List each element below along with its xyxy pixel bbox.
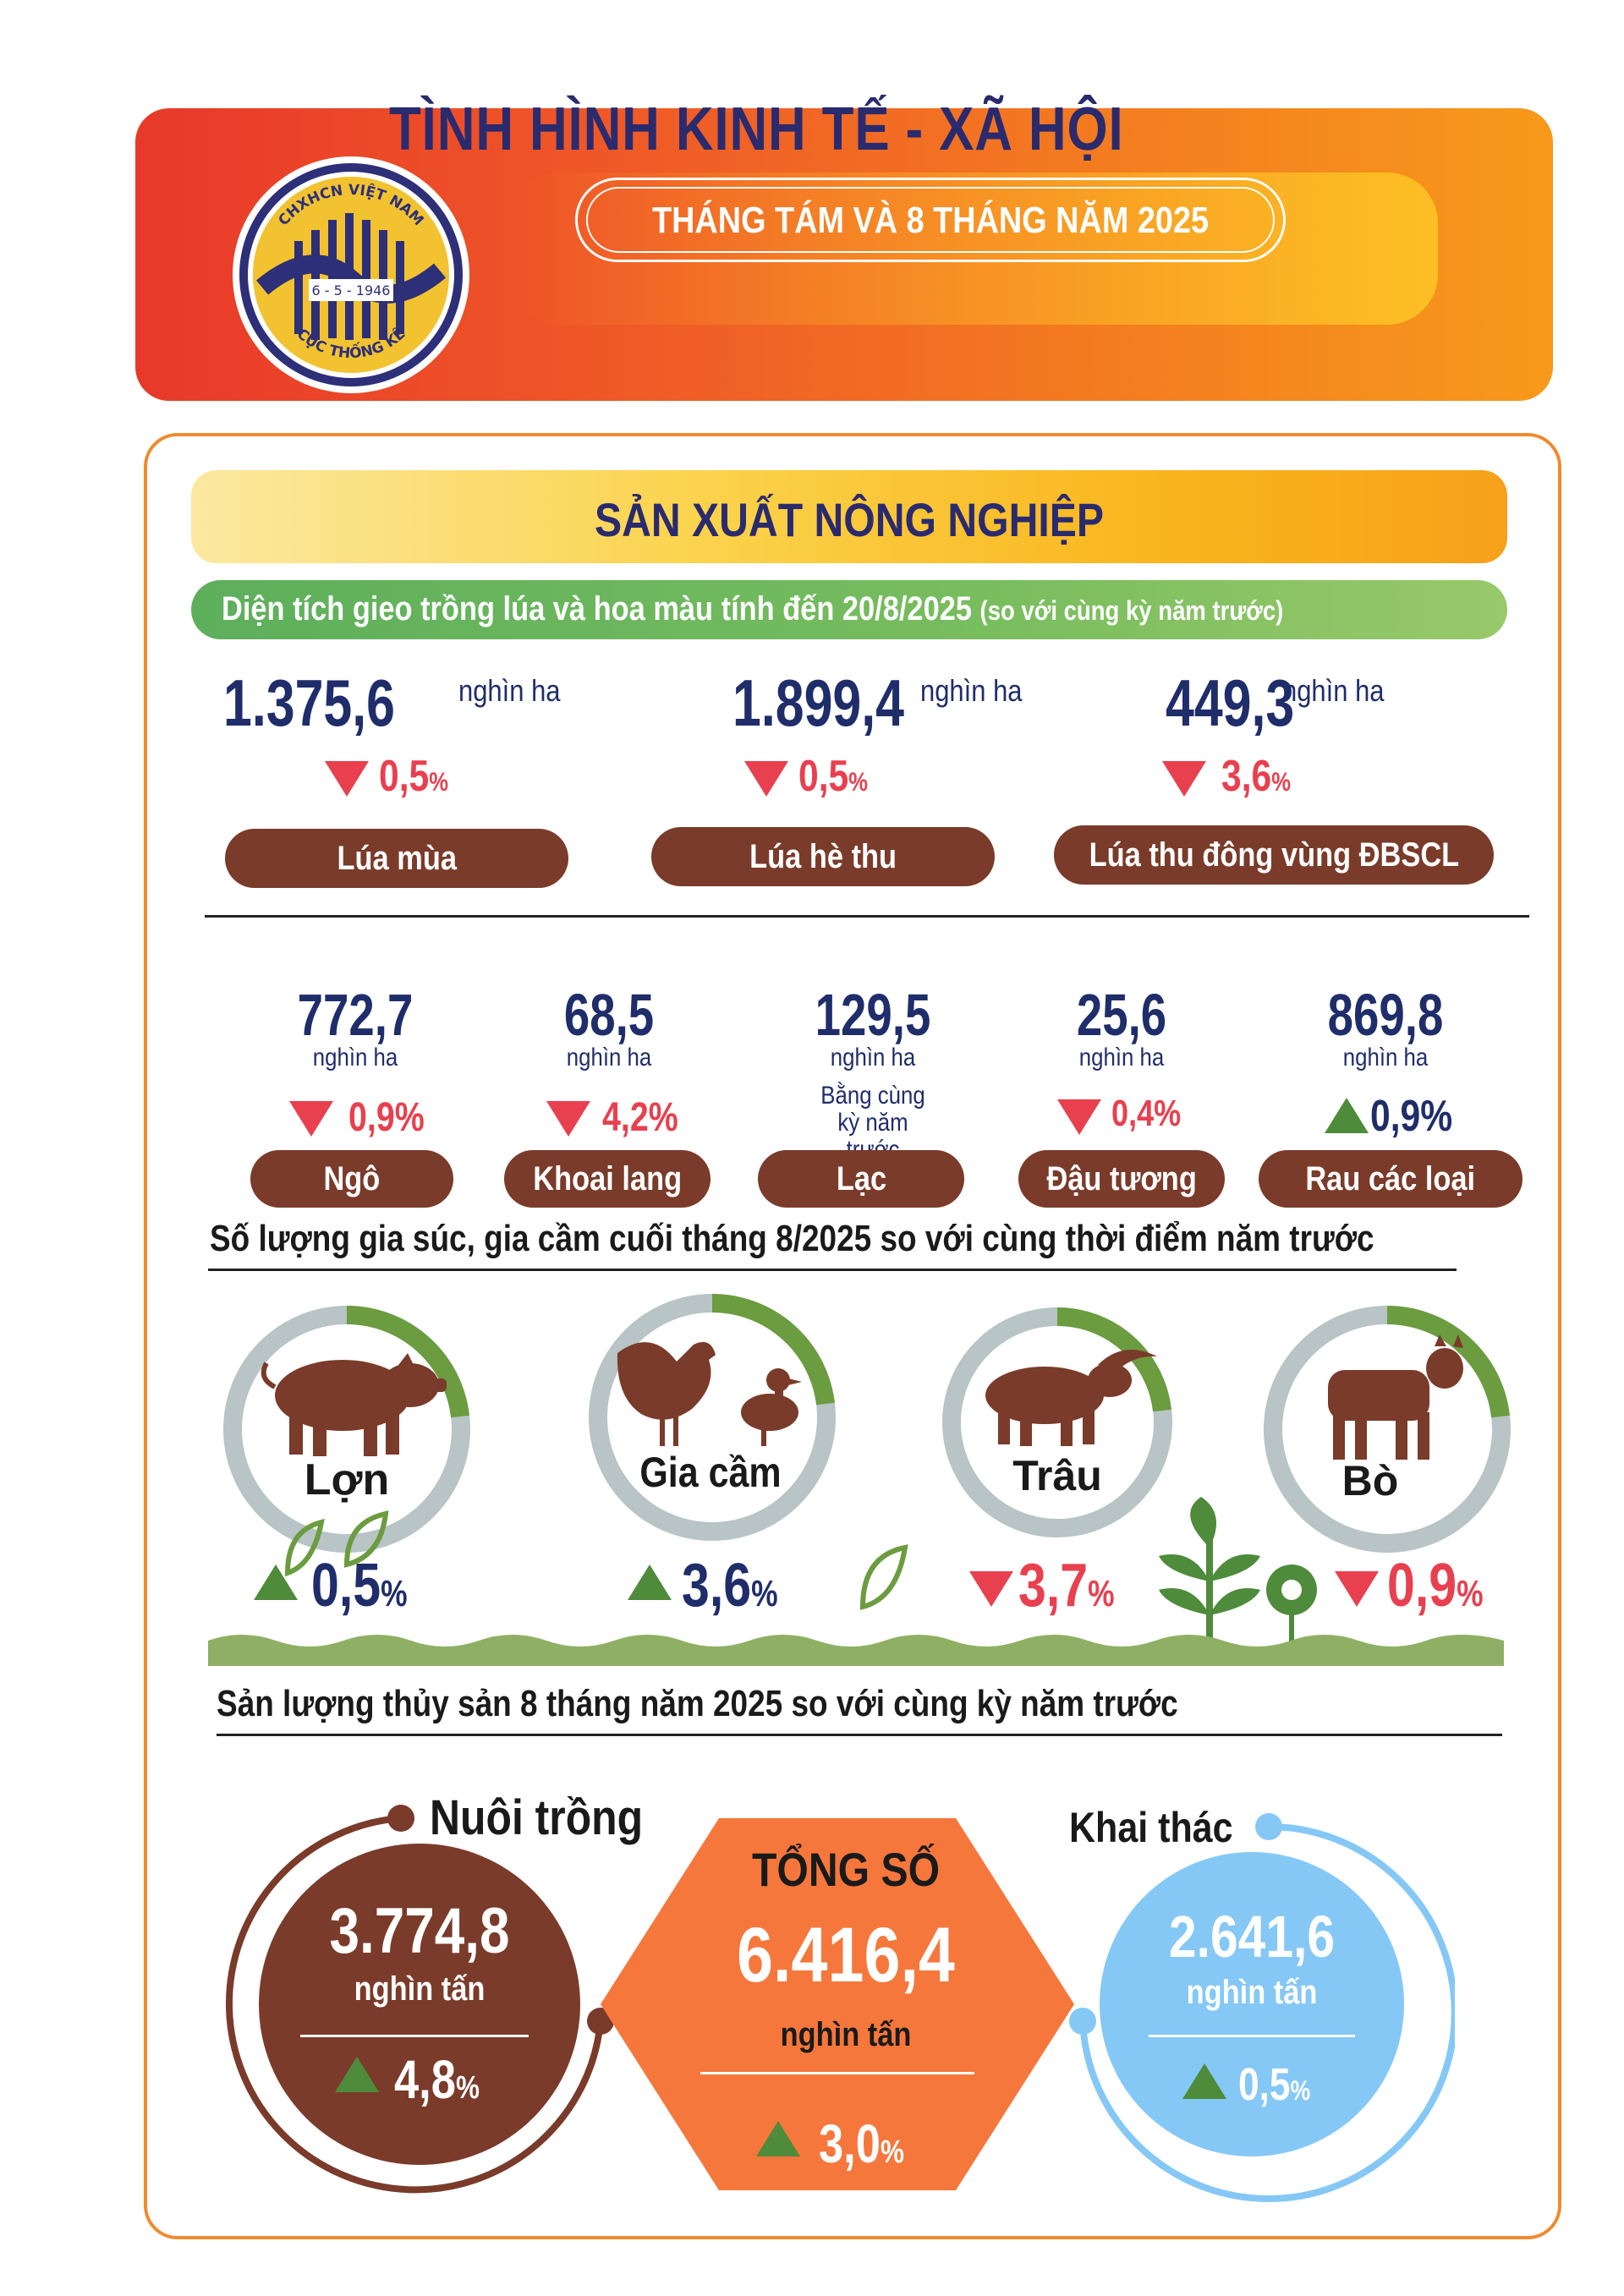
decrease-icon: [1057, 1099, 1101, 1135]
crop-item: 68,5 nghìn ha: [508, 981, 710, 1072]
total-change: 3,0%: [819, 2113, 904, 2174]
livestock-change: 3,6%: [682, 1552, 778, 1619]
subtitle-pill: [575, 178, 1286, 262]
grass-strip: [208, 1635, 1504, 1666]
aquaculture-change: 4,8%: [394, 2049, 480, 2110]
livestock-label: Gia cầm: [639, 1449, 782, 1496]
divider: [208, 1269, 1457, 1271]
crop-label-pill: Khoai lang: [504, 1150, 710, 1208]
crop-value: 129,5: [815, 982, 931, 1048]
livestock-label: Trâu: [1012, 1452, 1102, 1499]
crop-label-pill: Đậu tương: [1018, 1150, 1225, 1208]
crop-change: 0,4%: [1111, 1093, 1182, 1134]
cow-icon: [1328, 1334, 1463, 1460]
fishery-heading: Sản lượng thủy sản 8 tháng năm 2025 so v…: [217, 1683, 1178, 1724]
livestock-rings: [223, 1294, 1511, 1658]
crop-label-pill: Rau các loại: [1259, 1150, 1522, 1208]
increase-icon: [335, 2057, 379, 2092]
livestock-change: 3,7%: [1018, 1552, 1115, 1619]
rice-label-pill: Lúa hè thu: [651, 827, 995, 886]
page-title: TÌNH HÌNH KINH TẾ - XÃ HỘI: [389, 96, 1124, 163]
divider: [217, 1734, 1502, 1736]
flower-icon: [1266, 1564, 1317, 1658]
livestock-heading: Số lượng gia súc, gia cầm cuối tháng 8/2…: [210, 1218, 1374, 1259]
crop-label-pill: Lạc: [758, 1150, 964, 1208]
rice-label-pill: Lúa thu đông vùng ĐBSCL: [1054, 825, 1494, 885]
livestock-change: 0,9%: [1387, 1552, 1484, 1619]
increase-icon: [1182, 2063, 1226, 2099]
decrease-icon: [969, 1571, 1013, 1607]
gso-logo: 6 - 5 - 1946 CHXHCN VIỆT NAM CỤC THỐNG K…: [233, 156, 469, 393]
decrease-icon: [1335, 1571, 1379, 1607]
decrease-icon: [744, 761, 788, 797]
crop-item: 772,7 nghìn ha: [254, 981, 457, 1072]
crop-value: 869,8: [1327, 982, 1444, 1048]
crop-change: 0,9%: [348, 1095, 425, 1140]
crop-value: 772,7: [297, 982, 414, 1048]
decrease-icon: [289, 1101, 333, 1137]
total-value: 6.416,4: [737, 1912, 955, 1998]
crop-label-pill: Ngô: [250, 1150, 453, 1208]
rice-value: 1.375,6: [223, 666, 395, 740]
crop-heading: Diện tích gieo trồng lúa và hoa màu tính…: [222, 590, 1284, 627]
aquaculture-value: 3.774,8: [329, 1895, 510, 1967]
fishery-graphic: [226, 1805, 1455, 2202]
crop-heading-bar: [191, 580, 1507, 639]
capture-value: 2.641,6: [1168, 1904, 1336, 1970]
crop-value: 25,6: [1076, 982, 1167, 1048]
section-bar: [191, 470, 1507, 563]
rice-change: 0,5%: [379, 752, 449, 801]
livestock-label: Lợn: [304, 1455, 390, 1504]
decrease-icon: [1162, 761, 1206, 797]
rice-value: 449,3: [1166, 666, 1295, 740]
pig-icon: [261, 1353, 447, 1456]
rice-label-pill: Lúa mùa: [225, 829, 568, 888]
divider: [205, 915, 1529, 918]
crop-item: 25,6 nghìn ha: [1020, 981, 1223, 1072]
crop-unit: nghìn ha: [566, 1044, 652, 1071]
increase-icon: [254, 1564, 298, 1600]
increase-icon: [756, 2121, 800, 2156]
rice-change: 3,6%: [1221, 752, 1292, 801]
crop-change: 4,2%: [602, 1095, 678, 1140]
crop-unit: nghìn ha: [830, 1044, 916, 1071]
capture-label: Khai thác: [1069, 1804, 1233, 1851]
crop-item: 129,5 nghìn ha: [771, 981, 974, 1072]
header-banner: 6 - 5 - 1946 CHXHCN VIỆT NAM CỤC THỐNG K…: [135, 108, 1553, 401]
increase-icon: [1325, 1098, 1369, 1133]
leaf-icon: [284, 1510, 908, 1610]
livestock-label: Bò: [1341, 1457, 1399, 1504]
page-subtitle: THÁNG TÁM VÀ 8 THÁNG NĂM 2025: [651, 200, 1210, 241]
crop-unit: nghìn ha: [1342, 1044, 1429, 1071]
chicken-duck-icon: [617, 1341, 802, 1446]
crop-item: 869,8 nghìn ha: [1284, 981, 1487, 1072]
aquaculture-label: Nuôi trồng: [430, 1790, 644, 1845]
crop-unit: nghìn ha: [312, 1044, 398, 1071]
capture-unit: nghìn tấn: [1186, 1974, 1318, 2011]
section-title: SẢN XUẤT NÔNG NGHIỆP: [594, 493, 1105, 546]
decrease-icon: [325, 761, 369, 797]
rice-unit: nghìn ha: [458, 673, 561, 708]
decrease-icon: [546, 1101, 590, 1137]
crop-value: 68,5: [563, 982, 655, 1048]
rice-unit: nghìn ha: [1282, 673, 1385, 708]
increase-icon: [628, 1564, 672, 1600]
rice-value: 1.899,4: [732, 666, 904, 740]
capture-change: 0,5%: [1238, 2059, 1311, 2110]
rice-change: 0,5%: [798, 752, 869, 801]
header-highlight: [508, 173, 1438, 325]
svg-text:6 - 5 - 1946: 6 - 5 - 1946: [312, 282, 391, 299]
total-label: TỔNG SỐ: [751, 1843, 941, 1896]
aquaculture-unit: nghìn tấn: [354, 1970, 486, 2008]
buffalo-icon: [985, 1350, 1157, 1446]
livestock-change: 0,5%: [311, 1552, 408, 1619]
crop-equal-note: Bằng cùng kỳ năm trước: [820, 1082, 925, 1164]
plant-icon: [1159, 1497, 1260, 1641]
rice-unit: nghìn ha: [920, 673, 1023, 708]
crop-unit: nghìn ha: [1078, 1044, 1165, 1071]
total-unit: nghìn tấn: [780, 2016, 912, 2053]
crop-change: 0,9%: [1370, 1092, 1453, 1141]
